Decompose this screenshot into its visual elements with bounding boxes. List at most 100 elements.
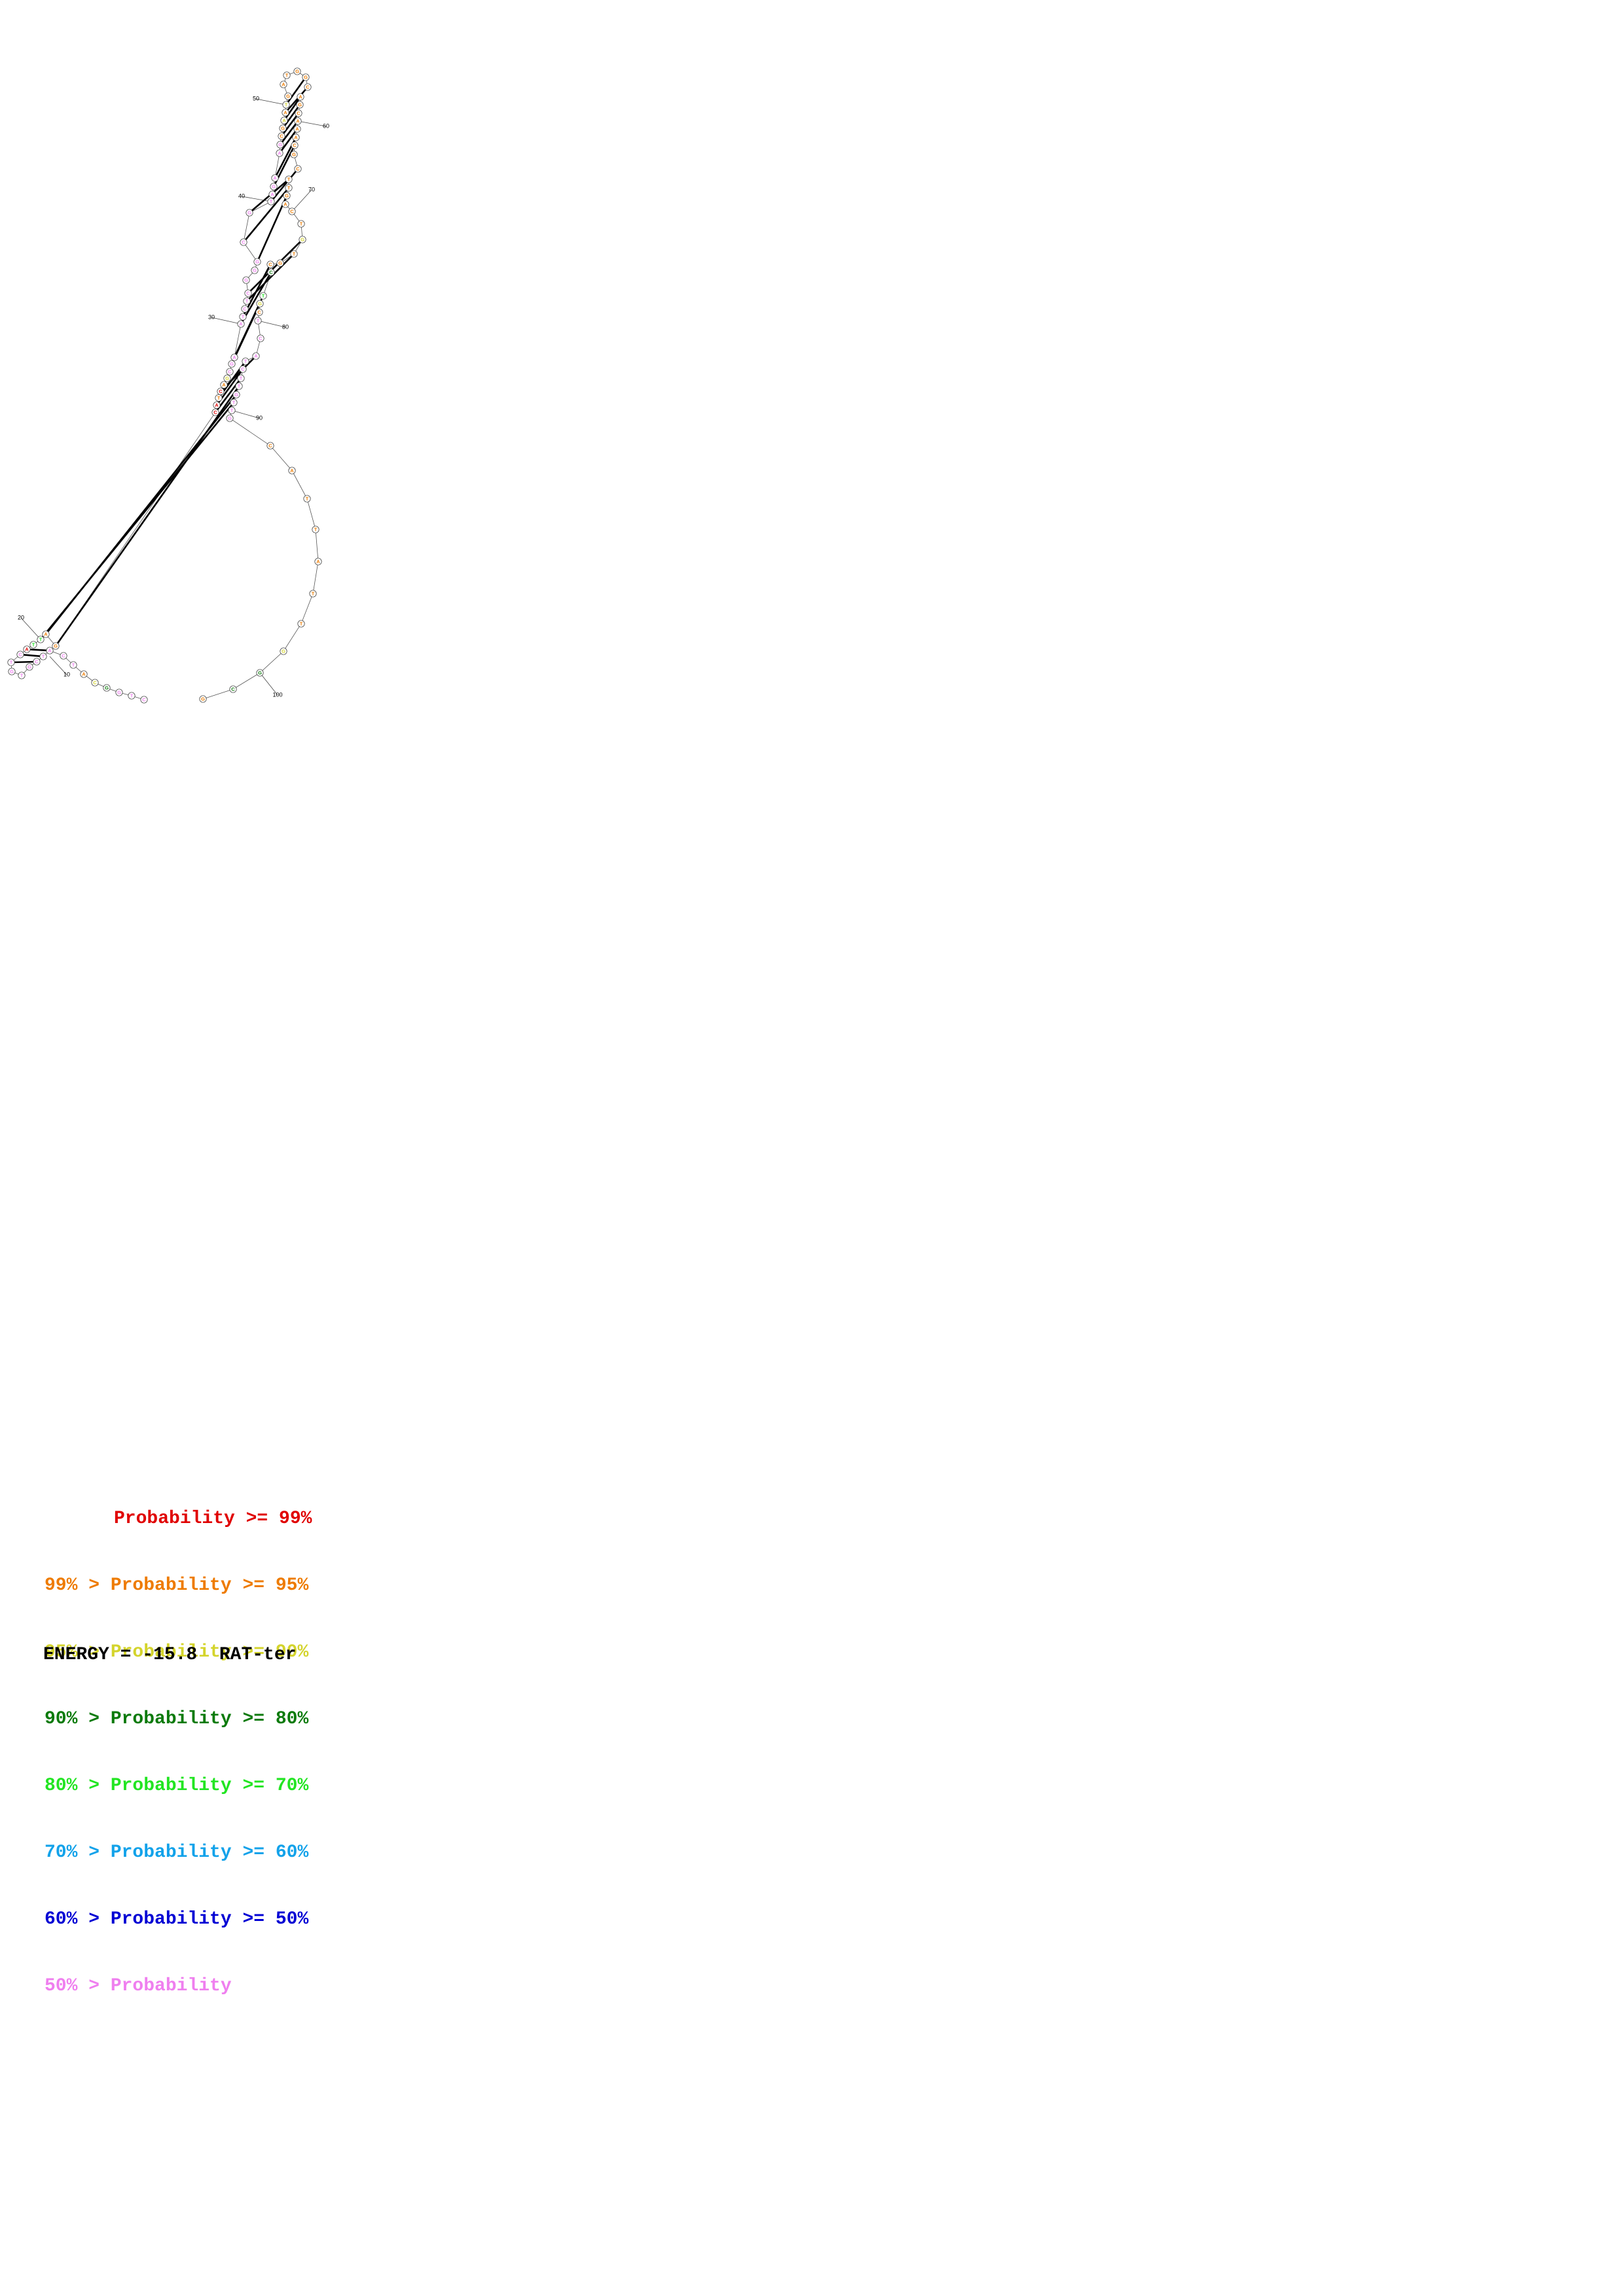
base-pair-bond xyxy=(235,298,263,355)
nucleotide-letter: A xyxy=(273,175,277,181)
nucleotide-letter: A xyxy=(270,191,274,197)
position-tick-line xyxy=(20,617,41,640)
nucleotide-letter: G xyxy=(282,648,285,654)
nucleotide: T xyxy=(254,317,262,325)
nucleotide-circle xyxy=(304,83,312,91)
base-pair-bonds xyxy=(14,79,306,664)
nucleotide-circle xyxy=(270,183,278,190)
nucleotide-circle xyxy=(29,641,37,649)
nucleotide-letter: C xyxy=(290,208,294,214)
legend-row: 50% > Probability xyxy=(45,1975,312,1998)
legend-row-prefix: 70% > xyxy=(45,1842,111,1863)
nucleotide: A xyxy=(80,670,88,678)
nucleotide: A xyxy=(293,125,301,133)
nucleotide-letter: T xyxy=(314,526,318,532)
nucleotide-letter: A xyxy=(316,558,320,564)
base-pair-bond xyxy=(217,380,240,410)
nucleotide-letter: T xyxy=(270,198,273,204)
nucleotide-circle xyxy=(266,442,274,450)
nucleotide: G xyxy=(52,642,60,650)
nucleotide-circle xyxy=(297,93,304,101)
base-pair-bond xyxy=(222,357,255,390)
nucleotide-circle xyxy=(282,109,289,117)
nucleotide-circle xyxy=(255,308,263,316)
nucleotide: T xyxy=(243,297,251,305)
nucleotide: C xyxy=(211,408,219,416)
legend-row: 80% > Probability >= 70% xyxy=(45,1775,312,1797)
nucleotide-circle xyxy=(280,81,287,88)
nucleotide: A xyxy=(23,645,31,653)
nucleotide: T xyxy=(303,495,311,503)
nucleotide-letter: G xyxy=(258,670,262,675)
nucleotide-circle xyxy=(242,357,249,365)
nucleotide: T xyxy=(18,672,26,679)
legend-row-prefix: 60% > xyxy=(45,1909,111,1929)
nucleotide-letter: T xyxy=(285,72,289,78)
nucleotide-letter: C xyxy=(280,133,283,139)
nucleotide-circle xyxy=(242,276,250,284)
nucleotide-letter: A xyxy=(282,117,286,123)
nucleotide: T xyxy=(285,184,293,192)
base-pair-bond xyxy=(56,388,238,644)
position-number-label: 60 xyxy=(323,122,329,129)
nucleotide: A xyxy=(230,353,238,361)
nucleotide-circle xyxy=(220,381,228,389)
legend-row-text: Probability >= 70% xyxy=(110,1776,309,1796)
nucleotide-circle xyxy=(271,174,279,182)
nucleotide: C xyxy=(244,289,252,297)
nucleotide: G xyxy=(232,391,240,399)
legend-row-text: Probability >= 80% xyxy=(110,1709,309,1729)
nucleotide-circle xyxy=(228,406,236,414)
nucleotide: C xyxy=(291,141,299,149)
nucleotide: C xyxy=(60,652,67,660)
nucleotide: A xyxy=(294,117,302,125)
legend-row: 70% > Probability >= 60% xyxy=(45,1842,312,1864)
nucleotide-letter: C xyxy=(268,442,272,448)
legend-row-prefix: 99% > xyxy=(45,1575,111,1596)
nucleotide: A xyxy=(252,352,260,360)
nucleotide-circle xyxy=(291,141,299,149)
nucleotide: T xyxy=(285,175,293,183)
nucleotide-letter: G xyxy=(27,664,31,670)
nucleotide-letter: G xyxy=(117,689,121,695)
nucleotide-circle xyxy=(8,668,16,675)
base-pair-bond xyxy=(282,123,297,143)
nucleotide: C xyxy=(257,334,264,342)
nucleotide-circle xyxy=(293,67,301,75)
nucleotide-circle xyxy=(16,651,24,658)
nucleotide-circle xyxy=(115,689,123,696)
nucleotide: G xyxy=(8,668,16,675)
nucleotide-circle xyxy=(46,647,54,655)
nucleotide: G xyxy=(223,374,231,382)
nucleotide-circle xyxy=(226,368,234,376)
nucleotide: C xyxy=(255,308,263,316)
nucleotide: A xyxy=(280,117,288,124)
nucleotide-circle xyxy=(279,124,287,132)
nucleotide-circle xyxy=(230,399,238,406)
nucleotide-circle xyxy=(232,391,240,399)
base-pair-bond xyxy=(249,241,301,292)
nucleotide-letter: A xyxy=(295,126,299,132)
position-number-label: 90 xyxy=(256,414,263,421)
nucleotide: G xyxy=(115,689,123,696)
nucleotide-circle xyxy=(296,101,304,109)
nucleotide-circle xyxy=(18,672,26,679)
nucleotide: C xyxy=(239,365,247,373)
nucleotide-circle xyxy=(283,71,291,79)
nucleotide: G xyxy=(276,141,284,149)
base-pair-bond xyxy=(257,198,287,259)
position-number-label: 80 xyxy=(282,323,289,330)
position-tick-line xyxy=(231,410,260,419)
nucleotide-circle xyxy=(69,661,77,669)
nucleotide-letter: T xyxy=(130,692,134,698)
nucleotide-circle xyxy=(239,313,247,321)
position-number-label: 30 xyxy=(208,314,215,320)
nucleotide: G xyxy=(290,151,298,158)
nucleotide-circle xyxy=(276,141,284,149)
nucleotide-circle xyxy=(223,374,231,382)
nucleotide-circle xyxy=(235,382,243,390)
position-number-label: 50 xyxy=(253,95,259,101)
legend-row-text: Probability xyxy=(110,1976,232,1996)
nucleotide: T xyxy=(239,313,247,321)
nucleotide-circle xyxy=(288,207,296,215)
